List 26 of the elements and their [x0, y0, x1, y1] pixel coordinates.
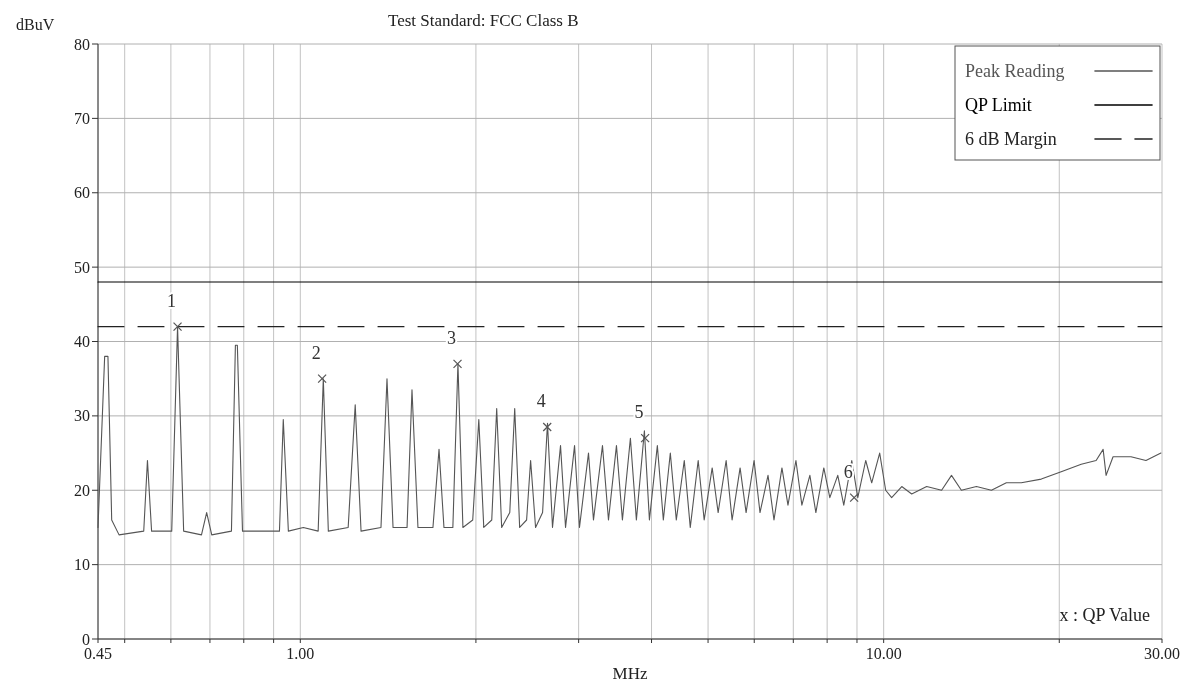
annotation: 4: [536, 391, 546, 412]
chart-title: Test Standard: FCC Class B: [388, 11, 579, 30]
annotation: 5: [634, 402, 644, 423]
y-tick-label: 30: [74, 407, 90, 425]
annotation: 2: [311, 342, 321, 363]
y-tick-label: 70: [74, 109, 90, 127]
y-tick-label: 40: [74, 333, 90, 351]
x-tick-label: 0.45: [84, 645, 112, 662]
x-tick-label: 1.00: [286, 645, 315, 662]
x-tick-label: 10.00: [865, 645, 902, 662]
x-axis-title: MHz: [612, 664, 648, 683]
legend-label: Peak Reading: [965, 61, 1065, 82]
annotation: 6: [843, 461, 853, 482]
y-tick-label: 20: [74, 481, 90, 499]
annotation: 3: [447, 327, 457, 348]
x-tick-label: 30.00: [1144, 645, 1180, 662]
annotation: 1: [167, 290, 177, 311]
y-axis-title: dBuV: [16, 16, 55, 33]
text: QP Limit: [965, 95, 1032, 116]
y-tick-label: 80: [74, 35, 90, 53]
y-tick-label: 60: [74, 184, 90, 202]
y-tick-label: 50: [74, 258, 90, 276]
legend-label: 6 dB Margin: [965, 129, 1057, 150]
y-tick-label: 0: [82, 630, 90, 648]
y-tick-label: 10: [74, 556, 90, 574]
annotation: x : QP Value: [1059, 605, 1150, 625]
